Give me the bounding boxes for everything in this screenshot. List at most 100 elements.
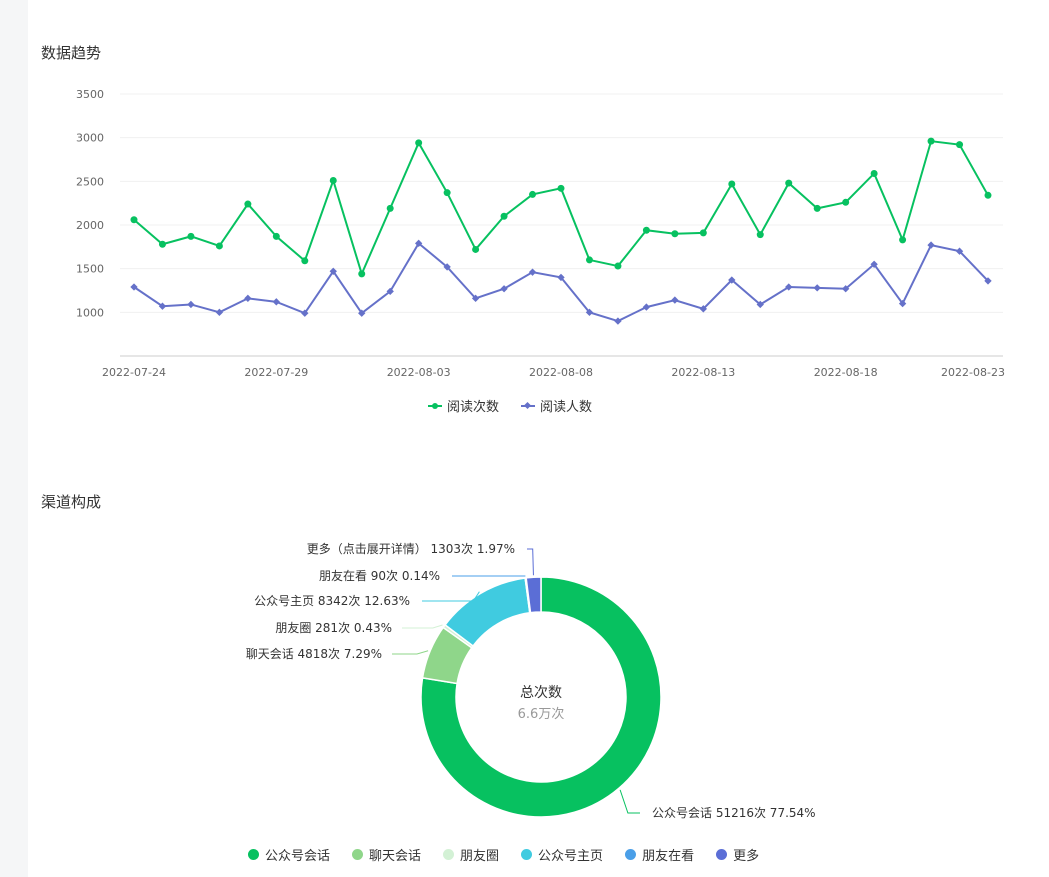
- data-point[interactable]: [472, 245, 480, 253]
- data-point[interactable]: [728, 276, 736, 284]
- data-point[interactable]: [841, 285, 850, 293]
- legend-label: 朋友在看: [642, 849, 695, 864]
- data-point[interactable]: [899, 236, 907, 244]
- data-point[interactable]: [585, 256, 593, 264]
- data-point[interactable]: [272, 298, 281, 306]
- data-point[interactable]: [500, 285, 508, 293]
- data-point[interactable]: [215, 242, 223, 250]
- data-point[interactable]: [756, 231, 764, 239]
- data-point[interactable]: [500, 212, 508, 220]
- data-point[interactable]: [557, 273, 565, 282]
- data-point[interactable]: [870, 260, 878, 268]
- data-point[interactable]: [728, 180, 736, 188]
- donut-center-value: 6.6万次: [518, 706, 565, 722]
- legend-dot-icon: [248, 849, 259, 860]
- data-point[interactable]: [244, 200, 252, 208]
- slice-label: 朋友在看 90次 0.14%: [319, 569, 440, 583]
- data-point[interactable]: [386, 204, 394, 212]
- legend-dot-icon: [352, 849, 364, 860]
- data-point[interactable]: [927, 241, 935, 249]
- data-point[interactable]: [358, 270, 366, 278]
- data-point[interactable]: [158, 302, 167, 310]
- donut-legend-item[interactable]: 更多: [716, 845, 759, 864]
- data-point[interactable]: [642, 303, 651, 311]
- label-leader-line: [422, 591, 480, 602]
- data-point[interactable]: [614, 262, 622, 270]
- data-point[interactable]: [699, 305, 708, 313]
- data-point[interactable]: [329, 267, 337, 275]
- data-point[interactable]: [642, 226, 650, 234]
- data-point[interactable]: [415, 139, 423, 147]
- x-tick-label: 2022-08-13: [671, 366, 735, 379]
- legend-label: 聊天会话: [369, 849, 422, 864]
- donut-legend-item[interactable]: 公众号会话: [248, 845, 330, 864]
- data-point[interactable]: [956, 141, 964, 149]
- data-point[interactable]: [813, 284, 821, 292]
- data-point[interactable]: [443, 263, 451, 271]
- data-point[interactable]: [272, 232, 280, 240]
- data-point[interactable]: [215, 308, 224, 317]
- data-point[interactable]: [984, 277, 992, 285]
- donut-slices[interactable]: [420, 576, 662, 818]
- main-panel: [28, 0, 1049, 877]
- data-point[interactable]: [984, 191, 992, 199]
- data-point[interactable]: [927, 137, 935, 145]
- channel-section-title: 渠道构成: [41, 493, 102, 511]
- data-point[interactable]: [614, 317, 622, 325]
- data-point[interactable]: [756, 300, 764, 309]
- legend-dot-icon: [625, 849, 637, 860]
- data-point[interactable]: [785, 179, 793, 187]
- data-point[interactable]: [529, 190, 537, 198]
- data-point[interactable]: [158, 240, 166, 248]
- legend-dot-icon: [716, 849, 728, 860]
- donut-legend-item[interactable]: 聊天会话: [352, 845, 421, 864]
- x-tick-label: 2022-07-24: [102, 366, 166, 379]
- data-point[interactable]: [130, 216, 138, 224]
- legend-item-read-count[interactable]: 阅读次数: [428, 396, 499, 415]
- trend-grid: [120, 93, 1003, 357]
- data-point[interactable]: [898, 299, 907, 308]
- slice-label: 聊天会话 4818次 7.29%: [246, 647, 382, 661]
- data-point[interactable]: [471, 294, 480, 303]
- legend-label: 阅读次数: [447, 400, 500, 415]
- data-point[interactable]: [301, 309, 309, 317]
- donut-labels: 公众号会话 51216次 77.54% 聊天会话 4818次 7.29% 朋友圈 2…: [246, 541, 816, 820]
- data-point[interactable]: [842, 198, 850, 206]
- donut-slice[interactable]: [420, 576, 662, 818]
- data-point[interactable]: [528, 268, 537, 276]
- trend-legend: 阅读次数 阅读人数: [428, 396, 592, 415]
- legend-line-diamond-icon: [521, 401, 536, 409]
- data-point[interactable]: [585, 308, 594, 317]
- data-point[interactable]: [301, 257, 309, 265]
- slice-label: 公众号主页 8342次 12.63%: [254, 594, 410, 608]
- data-point[interactable]: [870, 169, 878, 177]
- data-point[interactable]: [785, 283, 793, 291]
- donut-slice[interactable]: [525, 576, 542, 614]
- data-point[interactable]: [187, 300, 195, 309]
- data-point[interactable]: [187, 232, 195, 240]
- trend-section-title: 数据趋势: [41, 44, 102, 62]
- label-leader-line: [619, 789, 640, 814]
- data-point[interactable]: [671, 230, 679, 238]
- y-tick-label: 3500: [76, 88, 104, 101]
- data-point[interactable]: [329, 176, 337, 184]
- legend-label: 公众号会话: [265, 849, 331, 864]
- data-point[interactable]: [671, 296, 679, 304]
- data-point[interactable]: [358, 309, 366, 317]
- data-point[interactable]: [386, 287, 394, 296]
- donut-legend-item[interactable]: 公众号主页: [521, 845, 603, 864]
- y-tick-label: 1000: [76, 306, 104, 319]
- trend-series[interactable]: [130, 137, 992, 325]
- legend-item-reader-count[interactable]: 阅读人数: [521, 396, 592, 415]
- data-point[interactable]: [443, 189, 451, 197]
- data-point[interactable]: [557, 184, 565, 192]
- data-point[interactable]: [813, 204, 821, 212]
- donut-legend-item[interactable]: 朋友在看: [625, 845, 694, 864]
- donut-legend-item[interactable]: 朋友圈: [443, 845, 499, 864]
- legend-label: 公众号主页: [538, 849, 604, 864]
- x-tick-label: 2022-07-29: [244, 366, 308, 379]
- data-point[interactable]: [699, 229, 707, 237]
- y-tick-label: 2000: [76, 219, 104, 232]
